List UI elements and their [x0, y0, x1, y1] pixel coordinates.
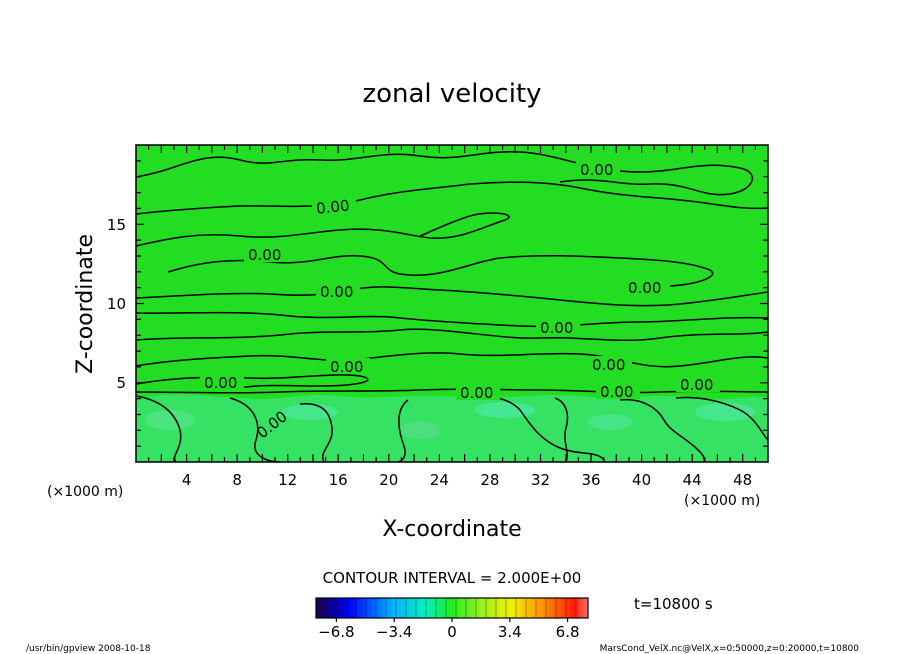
- colorbar-divisions: [325, 598, 577, 618]
- contour-label: 0.00: [315, 196, 350, 217]
- colorbar-gradient: [316, 598, 588, 618]
- x-tick-label: 4: [182, 471, 192, 489]
- x-unit-label: (×1000 m): [684, 493, 760, 509]
- chart-title: zonal velocity: [362, 79, 541, 109]
- field-lower-band: [136, 394, 768, 462]
- y-axis-title: Z-coordinate: [73, 234, 98, 374]
- contour-field: 0.00 0.00 0.00 0.00 0.00 0.00 0.00 0.00 …: [136, 145, 768, 462]
- contour-label: 0.00: [248, 246, 281, 264]
- axis-ticks: [136, 145, 768, 462]
- x-tick-label: 44: [683, 471, 702, 489]
- colorbar: −6.8 −3.4 0 3.4 6.8: [315, 597, 589, 641]
- y-tick-label: 10: [107, 295, 126, 313]
- y-tick-label: 15: [107, 216, 126, 234]
- x-tick-label: 20: [379, 471, 398, 489]
- footer-right: MarsCond_VelX.nc@VelX,x=0:50000,z=0:2000…: [600, 644, 860, 654]
- x-axis-title: X-coordinate: [382, 517, 521, 542]
- colorbar-tick-label: −6.8: [318, 623, 354, 641]
- x-tick-label: 28: [480, 471, 499, 489]
- contour-label: 0.00: [540, 319, 573, 337]
- x-tick-label: 32: [531, 471, 550, 489]
- contour-label: 0.00: [680, 376, 713, 394]
- colorbar-tick-label: 3.4: [498, 623, 522, 641]
- x-tick-label: 8: [232, 471, 242, 489]
- contour-label: 0.00: [580, 161, 613, 179]
- contour-label: 0.00: [600, 383, 633, 401]
- colorbar-tick-label: −3.4: [376, 623, 412, 641]
- colorbar-tick-label: 6.8: [556, 623, 580, 641]
- contour-label: 0.00: [204, 374, 237, 392]
- x-tick-label: 16: [329, 471, 348, 489]
- x-tick-label: 36: [581, 471, 600, 489]
- y-tick-labels: 5 10 15: [107, 216, 126, 392]
- y-tick-label: 5: [116, 374, 126, 392]
- time-label: t=10800 s: [634, 595, 713, 613]
- colorbar-tick-label: 0: [447, 623, 457, 641]
- contour-label: 0.00: [460, 384, 493, 402]
- contour-label: 0.00: [628, 279, 661, 297]
- contour-label: 0.00: [330, 358, 363, 376]
- x-tick-label: 48: [733, 471, 752, 489]
- x-tick-label: 24: [430, 471, 449, 489]
- contour-interval: CONTOUR INTERVAL = 2.000E+00: [323, 569, 582, 587]
- x-tick-labels: 4 8 12 16 20 24 28 32 36 40 44 48: [182, 471, 752, 489]
- contour-lines: [136, 151, 768, 462]
- footer-left: /usr/bin/gpview 2008-10-18: [26, 644, 151, 654]
- x-tick-label: 12: [278, 471, 297, 489]
- x-tick-label: 40: [632, 471, 651, 489]
- y-unit-label: (×1000 m): [47, 484, 123, 500]
- contour-labels: 0.00 0.00 0.00 0.00 0.00 0.00 0.00 0.00 …: [200, 161, 720, 442]
- contour-label: 0.00: [592, 356, 625, 374]
- contour-label: 0.00: [320, 283, 353, 301]
